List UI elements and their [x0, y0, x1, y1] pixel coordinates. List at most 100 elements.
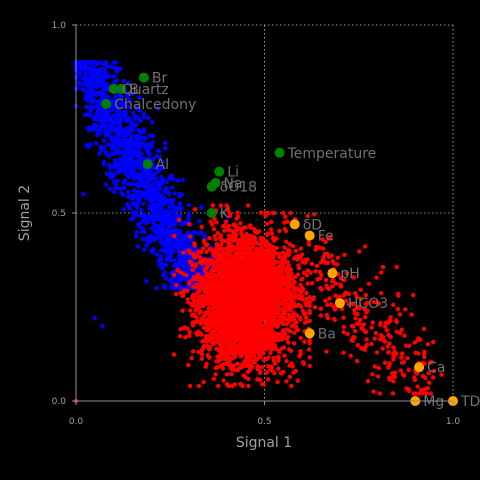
blue-data-point	[144, 184, 149, 190]
blue-data-point	[127, 174, 132, 180]
blue-data-point	[88, 60, 93, 65]
blue-data-point	[91, 116, 97, 122]
red-data-point	[192, 241, 197, 246]
blue-data-point	[166, 225, 171, 230]
blue-data-point	[91, 60, 96, 65]
red-data-point	[211, 376, 216, 381]
blue-data-point	[125, 138, 131, 143]
blue-data-point	[151, 157, 156, 162]
blue-data-point	[137, 175, 142, 180]
blue-data-point	[152, 223, 158, 228]
blue-data-point	[129, 217, 134, 222]
blue-data-point	[94, 112, 99, 118]
blue-data-point	[108, 170, 114, 175]
blue-data-point	[117, 169, 123, 174]
blue-data-point	[149, 233, 154, 239]
red-data-point	[235, 361, 240, 366]
red-data-point	[275, 355, 281, 360]
blue-data-point	[158, 248, 164, 253]
blue-data-point	[121, 110, 127, 115]
blue-data-point	[84, 104, 89, 110]
blue-data-point	[147, 133, 152, 138]
blue-data-point	[199, 205, 204, 210]
red-data-point	[292, 330, 297, 335]
blue-data-point	[82, 88, 87, 93]
blue-data-point	[81, 192, 86, 197]
blue-data-point	[106, 162, 112, 168]
blue-data-point	[140, 236, 146, 242]
blue-data-point	[122, 154, 127, 159]
blue-data-point	[132, 116, 138, 122]
red-data-point	[215, 230, 220, 236]
blue-data-point	[147, 203, 153, 208]
blue-data-point	[145, 195, 150, 200]
blue-data-point	[167, 204, 172, 209]
blue-data-point	[133, 203, 138, 208]
red-data-point	[207, 236, 212, 241]
blue-data-point	[130, 210, 135, 215]
blue-data-point	[114, 69, 120, 75]
blue-data-point	[179, 222, 184, 227]
blue-data-point	[84, 92, 90, 97]
blue-data-point	[175, 178, 180, 183]
blue-data-point	[127, 98, 132, 103]
red-data-point	[304, 290, 309, 296]
red-data-point	[188, 260, 194, 265]
blue-data-point	[172, 238, 178, 243]
blue-data-point	[102, 145, 107, 150]
blue-data-point	[101, 162, 106, 167]
blue-data-point	[170, 176, 176, 182]
red-data-point	[187, 383, 193, 389]
blue-data-point	[103, 182, 109, 187]
red-data-point	[171, 352, 177, 357]
blue-data-point	[186, 202, 192, 208]
red-data-point	[287, 374, 293, 379]
red-data-point	[188, 308, 193, 313]
blue-data-point	[116, 164, 121, 170]
red-data-point	[220, 247, 226, 252]
blue-data-point	[121, 150, 126, 155]
blue-data-point	[140, 229, 145, 235]
blue-data-point	[182, 256, 187, 261]
blue-data-point	[115, 178, 120, 184]
blue-data-point	[103, 133, 109, 138]
red-data-point	[216, 383, 221, 389]
blue-data-point	[77, 81, 82, 87]
blue-data-point	[191, 229, 197, 235]
blue-data-point	[104, 171, 110, 176]
blue-data-point	[137, 95, 142, 101]
blue-data-point	[92, 80, 97, 85]
blue-data-point	[202, 232, 207, 238]
blue-data-point	[109, 145, 115, 151]
blue-data-point	[166, 215, 171, 220]
blue-data-point	[172, 222, 177, 227]
blue-data-point	[101, 88, 106, 93]
blue-data-point	[139, 164, 144, 169]
blue-data-point	[82, 73, 87, 79]
blue-data-point	[141, 129, 147, 134]
point-cloud-layer	[73, 60, 444, 404]
blue-data-point	[169, 283, 175, 289]
blue-data-point	[137, 108, 143, 113]
blue-data-point	[86, 125, 91, 131]
blue-data-point	[131, 171, 136, 176]
blue-data-point	[91, 122, 97, 128]
blue-data-point	[159, 225, 164, 230]
blue-data-point	[154, 286, 159, 291]
blue-data-point	[163, 146, 168, 151]
blue-data-point	[162, 262, 168, 267]
blue-data-point	[164, 185, 169, 191]
blue-data-point	[86, 111, 92, 117]
blue-data-point	[102, 92, 108, 98]
blue-data-point	[167, 211, 172, 216]
blue-data-point	[94, 103, 100, 109]
red-data-point	[221, 378, 226, 383]
red-data-point	[252, 359, 257, 365]
red-data-point	[281, 327, 286, 333]
blue-data-point	[98, 80, 104, 85]
blue-data-point	[167, 278, 173, 283]
red-data-point	[238, 221, 243, 226]
blue-data-point	[137, 160, 142, 165]
blue-data-point	[124, 118, 129, 124]
blue-data-point	[182, 266, 187, 271]
